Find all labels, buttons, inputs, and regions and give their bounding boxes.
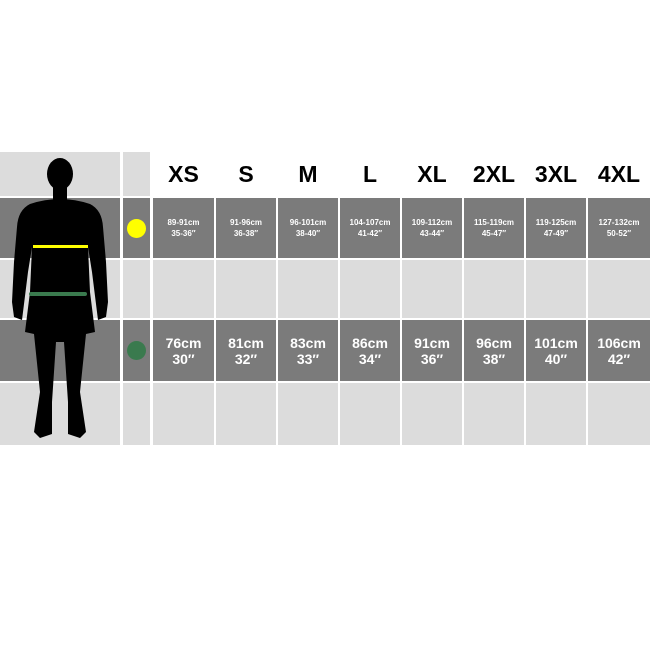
- table-cell: 101cm 40″: [526, 320, 586, 381]
- size-header: 2XL: [464, 152, 524, 196]
- waist-line: [29, 292, 87, 296]
- waist-cm-value: 81cm: [228, 334, 264, 351]
- table-cell: [216, 260, 276, 318]
- table-cell: 91-96cm 36-38″: [216, 198, 276, 258]
- chest-in-value: 50-52″: [606, 229, 632, 238]
- waist-in-value: 32″: [234, 350, 258, 367]
- table-cell: [216, 383, 276, 445]
- size-header: XS: [153, 152, 214, 196]
- waist-in-value: 42″: [607, 350, 631, 367]
- table-cell: [153, 383, 214, 445]
- chest-cm-value: 89-91cm: [167, 218, 200, 227]
- table-cell: [123, 320, 150, 381]
- table-cell: 127-132cm 50-52″: [588, 198, 650, 258]
- table-cell: 81cm 32″: [216, 320, 276, 381]
- chest-cm-value: 91-96cm: [229, 218, 263, 227]
- table-cell: 106cm 42″: [588, 320, 650, 381]
- chest-cm-value: 104-107cm: [349, 218, 391, 227]
- chest-in-value: 45-47″: [481, 229, 507, 238]
- table-cell: 109-112cm 43-44″: [402, 198, 462, 258]
- size-header: S: [216, 152, 276, 196]
- body-silhouette-icon: [12, 158, 108, 438]
- chest-marker-dot: [127, 218, 146, 238]
- table-cell: [464, 260, 524, 318]
- waist-in-value: 40″: [544, 350, 568, 367]
- chest-in-value: 41-42″: [357, 229, 383, 238]
- table-cell: [153, 260, 214, 318]
- table-cell: 76cm 30″: [153, 320, 214, 381]
- chest-cm-value: 115-119cm: [473, 218, 515, 227]
- waist-cm-value: 106cm: [597, 334, 641, 351]
- table-cell: 86cm 34″: [340, 320, 400, 381]
- waist-marker-dot: [127, 341, 146, 360]
- table-cell: 89-91cm 35-36″: [153, 198, 214, 258]
- table-cell: 96cm 38″: [464, 320, 524, 381]
- size-header: 3XL: [526, 152, 586, 196]
- waist-in-value: 36″: [420, 350, 444, 367]
- chest-cm-value: 119-125cm: [535, 218, 577, 227]
- table-cell: [0, 383, 120, 445]
- waist-cm-value: 91cm: [414, 334, 450, 351]
- table-cell: [464, 383, 524, 445]
- size-header: L: [340, 152, 400, 196]
- table-cell: [278, 260, 338, 318]
- table-cell: [526, 383, 586, 445]
- waist-cm-value: 76cm: [165, 334, 202, 351]
- chest-cm-value: 109-112cm: [411, 218, 453, 227]
- chest-in-value: 47-49″: [543, 229, 569, 238]
- table-cell: [402, 383, 462, 445]
- table-cell: 96-101cm 38-40″: [278, 198, 338, 258]
- table-cell: [278, 383, 338, 445]
- table-cell: [123, 260, 150, 318]
- table-cell: 119-125cm 47-49″: [526, 198, 586, 258]
- size-header: 4XL: [588, 152, 650, 196]
- table-cell: [123, 383, 150, 445]
- waist-in-value: 38″: [482, 350, 506, 367]
- table-cell: 91cm 36″: [402, 320, 462, 381]
- size-header: XL: [402, 152, 462, 196]
- table-cell: [402, 260, 462, 318]
- chest-cm-value: 127-132cm: [598, 218, 640, 227]
- waist-cm-value: 86cm: [352, 334, 388, 351]
- waist-cm-value: 83cm: [290, 334, 326, 351]
- chest-cm-value: 96-101cm: [289, 218, 327, 227]
- chest-line: [33, 245, 88, 248]
- size-header: M: [278, 152, 338, 196]
- table-cell: [588, 383, 650, 445]
- table-cell: 104-107cm 41-42″: [340, 198, 400, 258]
- waist-in-value: 30″: [172, 350, 195, 367]
- header-blank-cell: [123, 152, 150, 196]
- waist-cm-value: 101cm: [534, 334, 578, 351]
- table-cell: 115-119cm 45-47″: [464, 198, 524, 258]
- chest-in-value: 36-38″: [233, 229, 259, 238]
- table-cell: [526, 260, 586, 318]
- table-cell: 83cm 33″: [278, 320, 338, 381]
- chest-in-value: 38-40″: [295, 229, 321, 238]
- waist-cm-value: 96cm: [476, 334, 512, 351]
- waist-in-value: 33″: [296, 350, 320, 367]
- table-cell: [340, 383, 400, 445]
- table-cell: [123, 198, 150, 258]
- waist-in-value: 34″: [358, 350, 382, 367]
- table-cell: [340, 260, 400, 318]
- chest-in-value: 35-36″: [171, 229, 196, 238]
- chest-in-value: 43-44″: [419, 229, 445, 238]
- table-cell: [588, 260, 650, 318]
